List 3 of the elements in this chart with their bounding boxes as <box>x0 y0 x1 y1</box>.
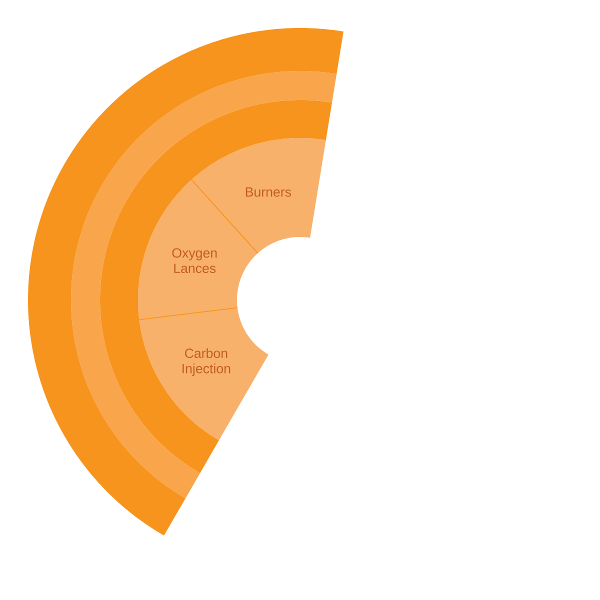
slice-label: Burners <box>246 187 292 197</box>
slice-label: Carbon Injection <box>182 348 230 376</box>
slice-label: Oxygen Lances <box>172 248 217 274</box>
